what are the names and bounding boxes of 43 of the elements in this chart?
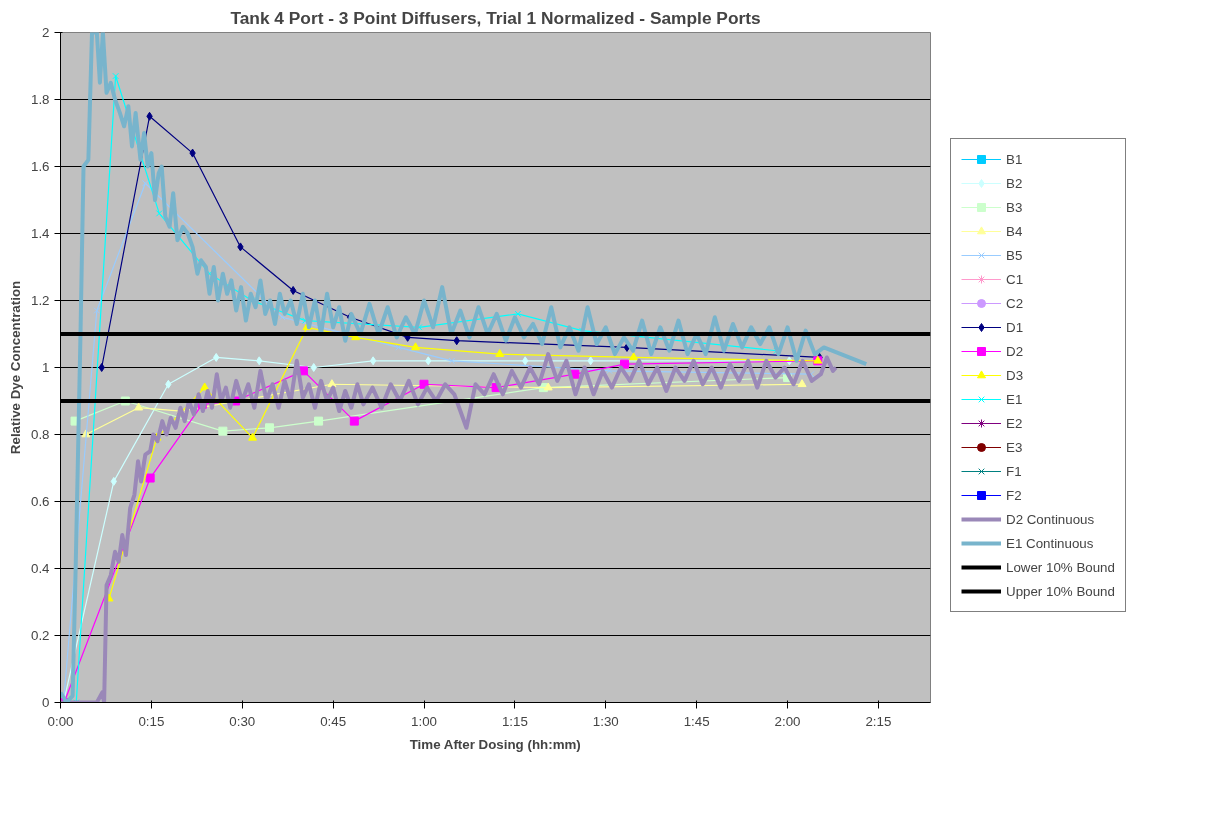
legend-label: E1: [1006, 391, 1024, 407]
y-tick-label: 0.4: [30, 561, 51, 576]
y-tick-label: 1.2: [30, 293, 50, 308]
x-tick-label: 0:30: [229, 713, 256, 729]
legend-label: Lower 10% Bound: [1006, 559, 1115, 575]
legend-label: F1: [1006, 463, 1023, 479]
legend-label: B2: [1006, 175, 1024, 191]
legend-label: D2: [1006, 343, 1025, 359]
x-tick-label: 2:00: [774, 713, 801, 729]
x-tick-label: 0:45: [320, 713, 347, 729]
legend-label: F2: [1006, 487, 1023, 503]
legend-label: B4: [1006, 223, 1024, 239]
x-tick-label: 1:45: [683, 713, 710, 729]
x-tick-label: 0:00: [47, 713, 74, 729]
y-tick-label: 1.8: [30, 92, 50, 107]
legend-label: C2: [1006, 295, 1025, 311]
y-tick-label: 1: [42, 360, 50, 375]
legend-label: E3: [1006, 439, 1024, 455]
legend-label: E1 Continuous: [1006, 535, 1094, 551]
chart-title: Tank 4 Port - 3 Point Diffusers, Trial 1 Normalized - Sample Ports: [230, 7, 761, 28]
y-tick-label: 0.2: [30, 628, 50, 643]
legend-label: B1: [1006, 151, 1024, 167]
x-tick-label: 1:30: [592, 713, 619, 729]
y-tick-label: 0.8: [30, 427, 50, 442]
x-axis-title: Time After Dosing (hh:mm): [409, 736, 581, 752]
legend-label: B5: [1006, 247, 1024, 263]
x-tick-label: 0:15: [138, 713, 165, 729]
legend-label: D3: [1006, 367, 1025, 383]
y-tick-label: 0.6: [30, 494, 50, 509]
y-tick-label: 0: [42, 695, 50, 710]
legend-label: B3: [1006, 199, 1024, 215]
legend-label: D2 Continuous: [1006, 511, 1095, 527]
y-tick-label: 1.4: [30, 226, 51, 241]
x-tick-label: 2:15: [865, 713, 892, 729]
x-tick-label: 1:15: [501, 713, 528, 729]
x-tick-label: 1:00: [411, 713, 437, 729]
legend-label: D1: [1006, 319, 1025, 335]
legend-label: C1: [1006, 271, 1025, 287]
y-tick-label: 2: [42, 25, 50, 40]
legend-label: E2: [1006, 415, 1024, 431]
y-axis-title: Relative Dye Concentration: [7, 280, 23, 455]
legend-label: Upper 10% Bound: [1006, 583, 1115, 599]
y-tick-label: 1.6: [30, 159, 50, 174]
